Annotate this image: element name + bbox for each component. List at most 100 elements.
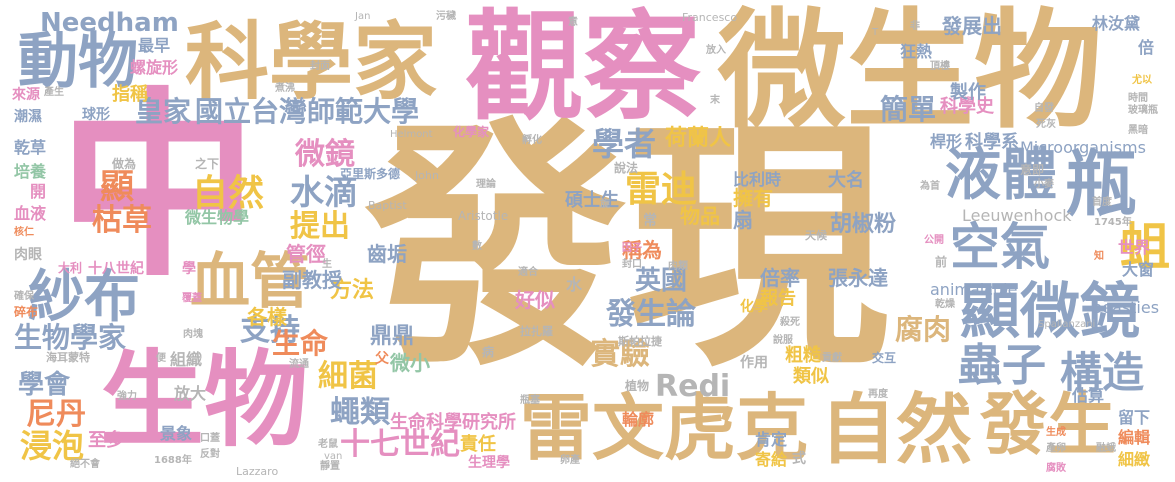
word-fangru: 放入 (706, 45, 726, 56)
word-john: John (415, 169, 439, 182)
word-chaoshi: 潮濕 (14, 109, 42, 125)
word-ntnu: 國立台灣師範大學 (195, 95, 420, 128)
word-fubai: 腐敗 (1046, 463, 1066, 474)
word-sihui: 死灰 (1036, 119, 1056, 130)
word-baogao: 報告 (760, 288, 796, 309)
word-dali: 大利 (58, 261, 83, 275)
word-zhi: 知 (1094, 251, 1104, 262)
word-zhangyongda: 張永達 (828, 266, 888, 290)
word-fashenglun: 發生論 (606, 297, 696, 332)
word-weijing: 微鏡 (295, 137, 355, 172)
word-leidi: 雷迪 (625, 169, 698, 210)
word-francesco: Francesco (682, 11, 738, 24)
word-yi: 意 (568, 17, 578, 28)
word-shengwuxuejia: 生物學家 (14, 321, 127, 354)
word-laiyuan: 來源 (12, 87, 40, 103)
word-qian: 前 (935, 255, 948, 269)
word-dongwu: 動物 (18, 27, 138, 97)
word-shu: 數 (472, 241, 482, 252)
word-beasties: beasties (1092, 298, 1160, 317)
word-qiuxing: 球形 (82, 107, 110, 123)
word-luoxuanxing: 螺旋形 (130, 58, 179, 77)
word-dingding: 鼎鼎 (370, 324, 415, 349)
word-weishengwuxue: 微生物學 (185, 208, 250, 227)
word-shuofu: 說服 (773, 335, 793, 346)
word-xue: 學 (182, 261, 196, 277)
word-chansheng: 產生 (44, 87, 64, 98)
word-fengmian: 封面 (310, 61, 330, 72)
word-kexueshi: 科學史 (940, 96, 994, 117)
word-shan: 扇 (733, 208, 753, 232)
word-zaidu: 再度 (868, 389, 888, 400)
word-faxian: 發現 (365, 96, 889, 401)
word-huaxuejia: 化學家 (453, 125, 490, 139)
word-zeren: 責任 (460, 434, 496, 455)
word-wuhui: 污穢 (436, 11, 456, 22)
word-bei: 倍 (1138, 38, 1155, 57)
word-rone: 融蛾 (1096, 443, 1116, 454)
word-xueguan: 血管 (190, 247, 310, 317)
word-1688: 1688年 (154, 455, 192, 466)
word-spallanzani: Spallanzani (1038, 319, 1096, 330)
word-chang: 常 (643, 213, 657, 229)
word-chongzi: 蟲子 (958, 340, 1046, 391)
word-smsyjs: 生命科學研究所 (390, 412, 516, 433)
word-hujiaofen: 胡椒粉 (830, 212, 897, 237)
word-tichu: 提出 (290, 209, 350, 244)
word-shasi: 殺死 (780, 317, 800, 328)
word-yiji: 意即 (1020, 163, 1045, 177)
word-fengkou: 封口 (622, 259, 642, 270)
word-ganxing: 桿形 (930, 132, 963, 151)
word-bing: 病 (482, 345, 495, 359)
word-beilu: 倍率 (760, 266, 800, 290)
word-xueye: 血液 (14, 204, 47, 223)
word-jiandan: 簡單 (880, 93, 937, 126)
word-heian: 黑暗 (1128, 125, 1148, 136)
word-quebao: 確保 (14, 291, 34, 302)
word-zhixia: 之下 (195, 157, 220, 171)
word-jigei: 寄給 (755, 450, 788, 469)
word-xijun: 細菌 (318, 359, 378, 394)
word-cucao: 粗糙 (785, 345, 821, 366)
word-xiaomai: 小麥 (1034, 179, 1054, 190)
word-chanluan: 產卵 (1046, 443, 1066, 454)
word-kai: 開 (30, 182, 47, 201)
word-shengwu: 生物 (100, 339, 309, 461)
word-huangjia: 皇家 (135, 95, 192, 128)
word-kongqi: 空氣 (950, 218, 1050, 276)
word-ziran-small: 自然 (192, 173, 265, 214)
word-kuangre: 狂熱 (900, 42, 933, 61)
word-roulei: 肉類 (668, 261, 688, 272)
word-qu: 蛆 (1120, 218, 1170, 276)
word-xuan: 旋 (600, 199, 610, 210)
word-animalcule: animalcule (930, 280, 1018, 299)
word-zuizao: 最早 (138, 36, 171, 55)
word-bianji: 編輯 (1118, 428, 1151, 447)
word-yingguo: 英國 (635, 266, 688, 296)
word-linrudai: 林汝黛 (1092, 14, 1141, 33)
word-leeuwenhock: Leeuwenhock (962, 206, 1072, 225)
word-aristotle: Aristotle (458, 209, 509, 223)
word-gusuan: 估算 (1072, 386, 1105, 405)
word-zuoyong: 作用 (740, 355, 768, 371)
word-shuofa: 說法 (614, 161, 639, 175)
word-sheng: 生 (322, 259, 332, 270)
word-fei: 非 (910, 21, 920, 32)
word-1745: 1745年 (1094, 217, 1132, 228)
word-fujiaoshou: 副教授 (282, 268, 342, 292)
word-helanren: 荷蘭人 (665, 126, 732, 151)
word-geyang: 各樣 (247, 305, 287, 329)
word-liutong: 流通 (289, 359, 309, 370)
word-bilishi: 比利時 (733, 170, 782, 189)
word-shiyan: 實驗 (590, 337, 650, 372)
word-kexuejia: 科學家 (185, 13, 438, 111)
word-pingsai: 瓶塞 (520, 395, 540, 406)
word-liuxia: 留下 (1118, 408, 1151, 427)
word-leiwenhuke: 雷文虎克 (520, 386, 809, 470)
word-t: T (872, 27, 879, 38)
word-shenglixue: 生理學 (468, 455, 510, 471)
word-gouzao: 構造 (1060, 348, 1145, 397)
word-jingxiang: 景象 (160, 424, 193, 443)
word-shijian: 時間 (1128, 93, 1148, 104)
word-xuezhe: 學者 (592, 125, 657, 163)
